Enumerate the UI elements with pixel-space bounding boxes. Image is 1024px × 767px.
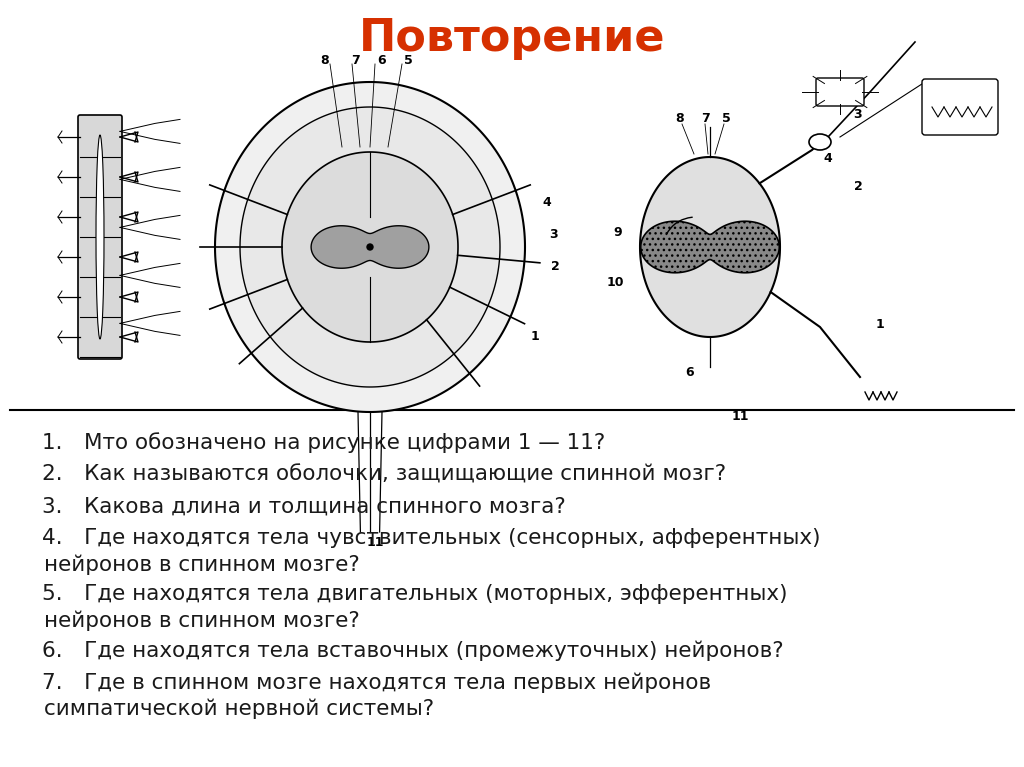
- Polygon shape: [240, 107, 500, 387]
- Text: 4. Где находятся тела чувствительных (сенсорных, афферентных): 4. Где находятся тела чувствительных (се…: [42, 528, 820, 548]
- Text: 7. Где в спинном мозге находятся тела первых нейронов: 7. Где в спинном мозге находятся тела пе…: [42, 673, 711, 693]
- Text: 2. Как называются оболочки, защищающие спинной мозг?: 2. Как называются оболочки, защищающие с…: [42, 464, 726, 484]
- Text: 11: 11: [731, 410, 749, 423]
- Text: 8: 8: [321, 54, 330, 67]
- Text: 5: 5: [722, 113, 730, 126]
- Text: 2: 2: [551, 261, 559, 274]
- Text: 3: 3: [854, 108, 862, 121]
- Text: 4: 4: [823, 153, 833, 166]
- Polygon shape: [640, 157, 780, 337]
- Text: 7: 7: [351, 54, 360, 67]
- Text: нейронов в спинном мозге?: нейронов в спинном мозге?: [44, 555, 359, 574]
- Text: 6. Где находятся тела вставочных (промежуточных) нейронов?: 6. Где находятся тела вставочных (промеж…: [42, 640, 783, 661]
- Text: 11: 11: [367, 535, 384, 548]
- FancyBboxPatch shape: [78, 115, 122, 359]
- Text: 3: 3: [549, 229, 557, 242]
- Text: 2: 2: [854, 180, 862, 193]
- Polygon shape: [282, 152, 458, 342]
- Text: 7: 7: [700, 113, 710, 126]
- Text: симпатической нервной системы?: симпатической нервной системы?: [44, 698, 434, 719]
- Ellipse shape: [96, 135, 104, 339]
- Polygon shape: [311, 225, 429, 268]
- Text: 5: 5: [403, 54, 413, 67]
- Ellipse shape: [367, 244, 373, 250]
- Text: 9: 9: [310, 222, 319, 235]
- Ellipse shape: [809, 134, 831, 150]
- Text: 6: 6: [686, 366, 694, 378]
- Text: 1. Мто обозначено на рисунке цифрами 1 — 11?: 1. Мто обозначено на рисунке цифрами 1 —…: [42, 433, 605, 453]
- FancyBboxPatch shape: [816, 78, 864, 106]
- Text: 9: 9: [613, 225, 623, 239]
- Text: 10: 10: [606, 275, 624, 288]
- Text: 4: 4: [543, 196, 551, 209]
- Text: 3. Какова длина и толщина спинного мозга?: 3. Какова длина и толщина спинного мозга…: [42, 496, 565, 516]
- Text: 1: 1: [876, 318, 885, 331]
- Text: 1: 1: [530, 331, 540, 344]
- Text: Повторение: Повторение: [358, 17, 666, 60]
- Polygon shape: [641, 221, 779, 273]
- Text: 6: 6: [378, 54, 386, 67]
- Text: 5. Где находятся тела двигательных (моторных, эфферентных): 5. Где находятся тела двигательных (мото…: [42, 584, 787, 604]
- Text: 10: 10: [299, 258, 316, 272]
- FancyBboxPatch shape: [922, 79, 998, 135]
- Text: нейронов в спинном мозге?: нейронов в спинном мозге?: [44, 611, 359, 630]
- Polygon shape: [215, 82, 525, 412]
- Text: 8: 8: [676, 113, 684, 126]
